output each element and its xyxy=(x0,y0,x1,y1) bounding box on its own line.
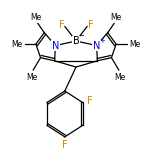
Text: F: F xyxy=(59,20,64,30)
Text: F: F xyxy=(62,140,68,150)
Text: F: F xyxy=(88,20,93,30)
Text: B: B xyxy=(73,36,79,46)
Text: Me: Me xyxy=(27,73,38,82)
Text: Me: Me xyxy=(30,13,41,22)
Text: N: N xyxy=(93,41,100,51)
Text: N: N xyxy=(52,41,59,51)
Text: F: F xyxy=(87,96,93,106)
Text: Me: Me xyxy=(130,40,141,49)
Text: −: − xyxy=(78,33,84,39)
Text: Me: Me xyxy=(11,40,22,49)
Text: Me: Me xyxy=(111,13,122,22)
Text: Me: Me xyxy=(114,73,125,82)
Text: +: + xyxy=(99,38,105,44)
